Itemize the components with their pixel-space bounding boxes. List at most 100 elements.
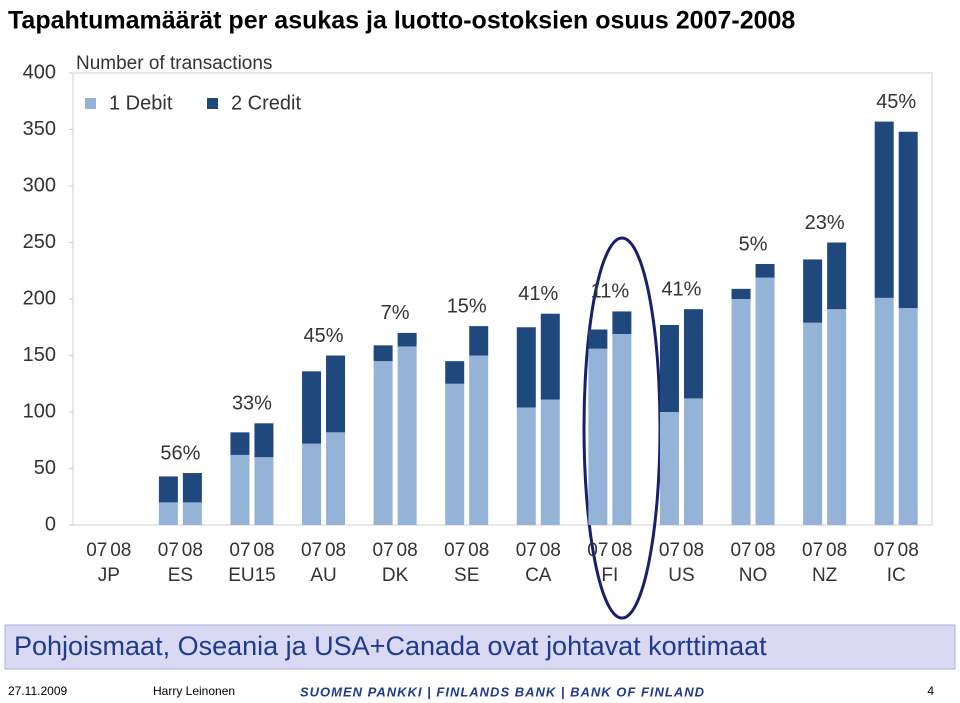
y-tick-label: 400 (23, 61, 56, 83)
x-subcategory-label: 07 (373, 540, 394, 561)
bar-segment (326, 355, 346, 433)
share-label: 11% (591, 281, 630, 303)
x-tick-label: NO (739, 565, 768, 586)
legend-swatch (85, 98, 96, 109)
bar-segment (898, 131, 918, 309)
bar-segment (302, 443, 322, 525)
bar-segment (469, 355, 489, 525)
legend-swatch (207, 98, 218, 109)
x-subcategory-label: 08 (182, 540, 203, 561)
x-subcategory-label: 08 (110, 540, 131, 561)
bar-segment (158, 502, 178, 525)
share-label: 15% (447, 295, 487, 317)
bar-segment (683, 398, 703, 525)
bar-segment (588, 348, 608, 525)
x-tick-label: SE (454, 565, 479, 586)
bar-segment (254, 457, 274, 525)
x-subcategory-label: 07 (444, 540, 465, 561)
bar-segment (755, 263, 775, 278)
bar-segment (469, 326, 489, 356)
bar-segment (827, 242, 847, 310)
x-tick-label: IC (887, 565, 906, 586)
bar-segment (254, 423, 274, 458)
x-tick-label: US (668, 565, 694, 586)
x-subcategory-label: 08 (540, 540, 561, 561)
bar-segment (588, 329, 608, 349)
bar-segment (516, 327, 536, 408)
footer-organization: SUOMEN PANKKI | FINLANDS BANK | BANK OF … (300, 684, 705, 699)
x-subcategory-label: 07 (158, 540, 179, 561)
bar-segment (874, 297, 894, 525)
x-subcategory-label: 07 (301, 540, 322, 561)
y-tick-label: 0 (45, 513, 56, 535)
share-label: 7% (381, 302, 410, 324)
footer-date: 27.11.2009 (8, 684, 67, 698)
x-subcategory-label: 07 (730, 540, 751, 561)
share-label: 33% (232, 393, 272, 415)
bar-segment (683, 309, 703, 399)
x-subcategory-label: 08 (397, 540, 418, 561)
bar-segment (373, 361, 393, 525)
legend-label: 2 Credit (231, 92, 301, 114)
bar-segment (445, 361, 465, 384)
x-subcategory-label: 08 (826, 540, 847, 561)
share-label: 45% (304, 325, 344, 347)
x-subcategory-label: 07 (587, 540, 608, 561)
x-subcategory-label: 08 (754, 540, 775, 561)
y-tick-label: 150 (23, 344, 56, 366)
y-axis-label: Number of transactions (76, 53, 272, 74)
bar-segment (230, 432, 250, 455)
bar-segment (898, 308, 918, 525)
x-tick-label: FI (601, 565, 618, 586)
bar-segment (659, 324, 679, 412)
bar-segment (612, 311, 632, 335)
x-tick-label: CA (525, 565, 552, 586)
bar-segment (445, 383, 465, 525)
x-subcategory-label: 08 (325, 540, 346, 561)
bar-segment (302, 371, 322, 444)
bar-segment (540, 399, 560, 525)
x-subcategory-label: 08 (468, 540, 489, 561)
x-tick-label: DK (382, 565, 409, 586)
y-tick-label: 50 (34, 457, 56, 479)
bar-segment (659, 412, 679, 525)
bar-segment (874, 121, 894, 298)
bar-segment (540, 313, 560, 400)
x-subcategory-label: 07 (802, 540, 823, 561)
x-subcategory-label: 07 (874, 540, 895, 561)
legend-label: 1 Debit (109, 92, 173, 114)
chart-title: Tapahtumamäärät per asukas ja luotto-ost… (8, 7, 795, 35)
bar-segment (326, 432, 346, 525)
share-label: 41% (518, 283, 558, 305)
bar-segment (230, 454, 250, 525)
footer-page: 4 (927, 684, 934, 698)
x-subcategory-label: 08 (683, 540, 704, 561)
x-tick-label: JP (98, 565, 120, 586)
x-subcategory-label: 07 (516, 540, 537, 561)
x-tick-label: NZ (812, 565, 838, 586)
y-tick-label: 300 (23, 174, 56, 196)
y-tick-label: 100 (23, 400, 56, 422)
bar-segment (397, 346, 417, 525)
bar-segment (158, 476, 178, 503)
y-tick-label: 250 (23, 231, 56, 253)
bar-segment (397, 332, 417, 347)
bar-segment (182, 502, 202, 525)
x-subcategory-label: 08 (611, 540, 632, 561)
bar-segment (516, 407, 536, 525)
x-tick-label: AU (310, 565, 336, 586)
bar-segment (755, 277, 775, 525)
bar-segment (731, 299, 751, 525)
share-label: 5% (739, 233, 768, 255)
x-tick-label: ES (168, 565, 193, 586)
x-subcategory-label: 07 (229, 540, 250, 561)
bar-segment (803, 322, 823, 525)
bar-segment (373, 345, 393, 362)
bar-segment (731, 288, 751, 299)
x-subcategory-label: 07 (86, 540, 107, 561)
x-tick-label: EU15 (228, 565, 276, 586)
y-tick-label: 350 (23, 118, 56, 140)
x-subcategory-label: 08 (898, 540, 919, 561)
